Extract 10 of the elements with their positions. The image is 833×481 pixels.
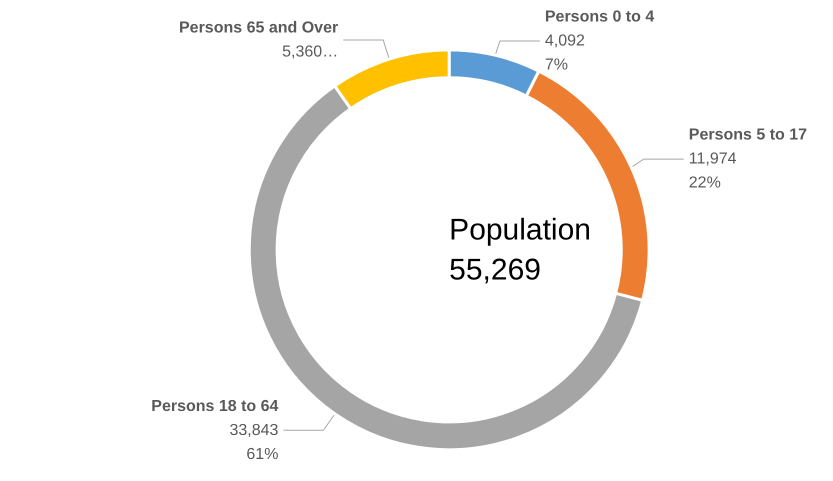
slice-label: Persons 5 to 17 bbox=[688, 126, 808, 144]
data-label: 11,974 22% bbox=[688, 150, 737, 192]
data-label: 4,092 7% bbox=[544, 32, 586, 74]
text: 55,269 bbox=[449, 253, 541, 286]
data-label: 5,360… bbox=[282, 43, 338, 60]
text: Population bbox=[449, 213, 591, 246]
slice-label: Persons 0 to 4 bbox=[544, 8, 654, 26]
data-label: 33,843 61% bbox=[230, 422, 279, 463]
slice-label: Persons 65 and Over bbox=[179, 19, 338, 36]
slice-label: Persons 18 to 64 bbox=[151, 398, 279, 415]
